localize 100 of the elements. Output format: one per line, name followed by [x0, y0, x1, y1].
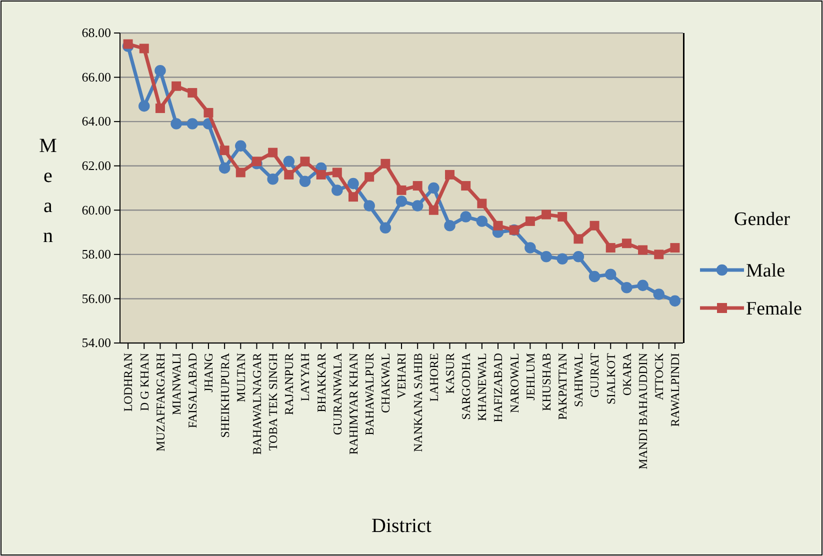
point: [299, 176, 311, 187]
point: [316, 170, 326, 180]
point: [621, 282, 632, 294]
point: [348, 192, 358, 202]
point: [139, 44, 149, 54]
y-tick-label: 60.00: [82, 202, 111, 218]
x-tick-label: VEHARI: [394, 352, 409, 398]
point: [669, 295, 681, 307]
point: [396, 185, 406, 195]
point: [412, 200, 424, 212]
point: [444, 220, 456, 232]
point: [574, 234, 584, 244]
point: [604, 268, 616, 280]
x-tick-label: BAHAWALPUR: [362, 353, 377, 436]
point: [186, 118, 198, 130]
point: [572, 251, 584, 262]
x-tick-label: BAHAWALNAGAR: [250, 353, 264, 455]
point: [204, 108, 214, 118]
legend-label: Female: [746, 298, 802, 320]
point: [556, 253, 568, 264]
x-tick-label: BHAKKAR: [314, 353, 328, 412]
point: [670, 243, 680, 253]
x-tick-label: JEHLUM: [523, 352, 538, 400]
x-tick-label: RAHIMYAR KHAN: [346, 352, 360, 455]
x-tick-label: SIALKOT: [604, 352, 618, 404]
point: [267, 174, 278, 185]
x-tick-label: PAKPATTAN: [556, 352, 570, 420]
x-tick-label: TOBA TEK SINGH: [266, 352, 280, 451]
point: [218, 162, 230, 174]
point: [300, 156, 310, 166]
y-tick-label: 64.00: [82, 114, 111, 129]
point: [123, 39, 133, 49]
legend-title: Gender: [734, 209, 791, 230]
point: [188, 88, 198, 98]
point: [284, 170, 294, 180]
x-tick-label: KHANEWAL: [475, 353, 490, 421]
y-tick-label: 62.00: [82, 158, 111, 174]
point: [637, 280, 648, 292]
point: [477, 198, 487, 208]
x-tick-label: SARGODHA: [459, 352, 474, 420]
point: [525, 216, 535, 226]
x-tick-label: MIANWALI: [170, 353, 184, 415]
x-tick-label: HAFIZABAD: [491, 352, 506, 422]
point: [476, 216, 488, 227]
point: [364, 172, 374, 182]
point: [542, 210, 552, 220]
x-tick-label: MULTAN: [234, 352, 248, 402]
point: [364, 200, 375, 212]
point: [445, 170, 454, 180]
point: [252, 156, 262, 166]
y-tick-label: 66.00: [82, 69, 111, 84]
y-tick-label: 54.00: [82, 335, 111, 350]
point: [524, 242, 536, 254]
y-tick-label: 58.00: [82, 246, 111, 262]
y-tick-label: 56.00: [82, 290, 111, 306]
point: [606, 243, 616, 253]
point: [155, 104, 165, 114]
point: [590, 220, 600, 230]
point: [235, 140, 246, 152]
point: [396, 196, 408, 207]
x-tick-label: ATTOCK: [652, 352, 666, 400]
legend-label: Male: [746, 260, 786, 282]
point: [493, 220, 503, 230]
point: [653, 288, 665, 300]
x-tick-label: LODHRAN: [121, 352, 136, 412]
point: [461, 181, 471, 191]
point: [138, 100, 150, 112]
point: [332, 184, 343, 196]
point: [332, 168, 342, 178]
x-tick-label: LAYYAH: [298, 352, 312, 402]
point: [588, 270, 600, 282]
x-tick-label: CHAKWAL: [378, 353, 393, 413]
x-tick-label: RAJANPUR: [282, 353, 296, 416]
point: [428, 205, 438, 215]
point: [428, 182, 440, 194]
x-tick-label: NANKANA SAHIB: [410, 353, 425, 452]
point: [638, 245, 648, 255]
point: [283, 156, 295, 168]
point: [154, 65, 166, 76]
x-tick-label: MUZAFFARGARH: [153, 352, 168, 452]
point: [172, 81, 182, 91]
x-tick-label: SAHIWAL: [572, 353, 586, 407]
point: [220, 146, 230, 156]
x-tick-label: SHEIKHUPURA: [218, 352, 232, 438]
x-tick-label: D G KHAN: [137, 352, 152, 411]
x-tick-label: RAWALPINDI: [668, 353, 682, 427]
point: [412, 181, 422, 191]
x-tick-label: FAISALABAD: [186, 352, 200, 428]
x-axis-title: District: [372, 515, 432, 537]
y-tick-label: 68.00: [82, 25, 111, 40]
x-tick-label: JHANG: [202, 352, 216, 392]
point: [380, 158, 390, 168]
point: [460, 211, 472, 222]
point: [622, 238, 632, 248]
x-tick-label: MANDI BAHAUDDIN: [636, 352, 650, 470]
x-tick-label: OKARA: [620, 352, 634, 396]
x-tick-label: KHUSHAB: [539, 353, 554, 412]
x-tick-label: NAROWAL: [507, 353, 522, 413]
y-axis-title: Mean: [39, 135, 58, 247]
x-tick-label: LAHORE: [426, 353, 441, 402]
